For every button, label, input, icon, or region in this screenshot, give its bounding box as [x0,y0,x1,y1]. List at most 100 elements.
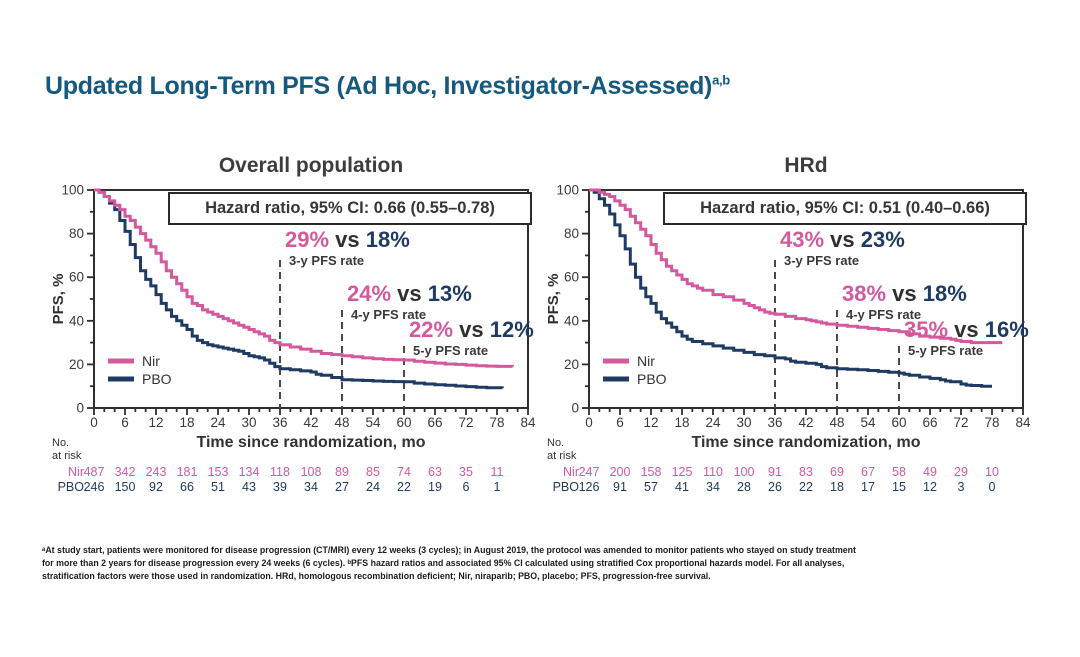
x-tick-label: 84 [520,415,536,430]
hazard-ratio-box: Hazard ratio, 95% CI: 0.51 (0.40–0.66) [663,192,1027,225]
x-tick-label: 36 [272,415,287,430]
at-risk-count: 63 [428,465,442,479]
at-risk-count: 27 [335,480,349,494]
x-tick-label: 42 [798,415,813,430]
pfs-rate-annotation: 35% vs 16% 5-y PFS rate [904,317,1029,359]
chart-title: Overall population [218,154,404,177]
vs-label: vs [886,281,923,306]
pfs-rate-values: 43% vs 23% [780,227,905,252]
at-risk-count: 108 [301,465,322,479]
pfs-rate-values: 22% vs 12% [409,317,534,342]
rate-period-label: 3-y PFS rate [784,253,860,269]
y-tick-label: 20 [69,357,84,372]
y-axis-title: PFS, % [50,274,67,325]
pfs-rate-values: 24% vs 13% [347,281,472,306]
at-risk-count: 34 [304,480,318,494]
at-risk-count: 100 [734,465,755,479]
chart-title: HRd [784,154,828,177]
pbo-rate: 13% [427,281,472,306]
at-risk-count: 91 [768,465,782,479]
at-risk-count: 110 [703,465,723,479]
footnote: ᵃAt study start, patients were monitored… [42,544,1002,584]
pfs-rate-annotation: 22% vs 12% 5-y PFS rate [409,317,534,359]
hazard-ratio-text: Hazard ratio, 95% CI: 0.51 (0.40–0.66) [700,199,990,217]
at-risk-count: 49 [923,465,937,479]
x-tick-label: 18 [674,415,689,430]
at-risk-count: 85 [366,465,380,479]
at-risk-count: 15 [892,480,906,494]
at-risk-header: No. at risk [52,437,82,462]
y-tick-label: 0 [571,401,579,416]
at-risk-count: 67 [861,465,875,479]
at-risk-count: 153 [208,465,229,479]
at-risk-count: 28 [737,480,751,494]
legend: Nir PBO [108,353,172,387]
x-tick-label: 0 [585,415,593,430]
at-risk-row-label: Nir [68,465,84,479]
at-risk-count: 22 [799,480,813,494]
rate-period-label: 3-y PFS rate [289,253,365,269]
at-risk-count: 118 [270,465,290,479]
at-risk-count: 34 [706,480,720,494]
x-tick-label: 30 [241,415,256,430]
x-tick-label: 6 [121,415,129,430]
rate-period-label: 5-y PFS rate [908,343,984,359]
x-tick-label: 60 [396,415,411,430]
page-title-text: Updated Long-Term PFS (Ad Hoc, Investiga… [45,72,713,100]
pfs-rate-values: 35% vs 16% [904,317,1029,342]
km-curve-nir [589,188,1003,345]
at-risk-count: 10 [985,465,999,479]
page-title: Updated Long-Term PFS (Ad Hoc, Investiga… [45,72,730,101]
x-tick-label: 66 [922,415,937,430]
at-risk-count: 243 [146,465,167,479]
pfs-rate-annotation: 38% vs 18% 4-y PFS rate [842,281,967,323]
x-tick-label: 24 [210,415,226,430]
at-risk-count: 12 [923,480,937,494]
km-curve-pbo [94,188,504,390]
km-plot: 0 6 12 18 24 30 36 42 48 54 60 66 72 78 84020406080100… [545,183,1031,495]
y-tick-label: 80 [564,226,579,241]
nir-rate: 29% [285,227,330,252]
at-risk-count: 200 [610,465,631,479]
at-risk-count: 91 [613,480,627,494]
at-risk-table: Nir 247 200 158 125 110 100 91 83 69 67 58 49 29 10 PBO… [553,465,999,494]
rate-period-label: 4-y PFS rate [846,307,922,323]
x-tick-label: 36 [767,415,782,430]
rate-period-label: 5-y PFS rate [413,343,489,359]
at-risk-count: 35 [459,465,473,479]
at-risk-count: 17 [861,480,875,494]
x-tick-label: 12 [643,415,658,430]
y-tick-label: 100 [61,183,84,198]
pfs-rate-annotation: 24% vs 13% 4-y PFS rate [347,281,472,322]
at-risk-count: 39 [273,480,287,494]
y-tick-label: 0 [76,401,84,416]
x-tick-label: 72 [458,415,473,430]
at-risk-count: 89 [335,465,349,479]
at-risk-count: 83 [799,465,813,479]
x-axis: 0 6 12 18 24 30 36 42 48 54 60 66 72 78 84 [585,408,1031,430]
at-risk-count: 29 [954,465,968,479]
legend-label-pbo: PBO [637,371,667,387]
chart-panel-hrd: HRd 0 6 12 18 24 30 36 42 48 54 60 66 72 78 84 0 20 40 60 8… [545,150,1045,502]
at-risk-count: 18 [830,480,844,494]
at-risk-count: 342 [115,465,136,479]
km-curve-pbo [589,188,992,388]
hazard-ratio-text: Hazard ratio, 95% CI: 0.66 (0.55–0.78) [205,199,495,217]
at-risk-row-label: PBO [553,480,580,494]
pfs-rate-annotation: 43% vs 23% 3-y PFS rate [780,227,905,269]
page-title-superscript: a,b [712,72,730,88]
y-axis-title: PFS, % [545,274,562,325]
at-risk-count: 11 [491,465,504,479]
pfs-rate-annotation: 29% vs 18% 3-y PFS rate [285,227,410,269]
at-risk-header: No. at risk [547,437,577,462]
x-tick-label: 84 [1015,415,1031,430]
vs-label: vs [391,281,428,306]
legend-label-pbo: PBO [142,371,172,387]
legend-label-nir: Nir [142,353,160,369]
at-risk-row-label: Nir [563,465,579,479]
nir-rate: 22% [409,317,454,342]
footnote-line: for more than 2 years for disease progre… [42,558,845,569]
km-curve-nir [94,188,514,368]
chart-panel-overall-population: Overall population 0 6 12 18 24 30 36 42 48 54 60 6… [50,150,550,502]
x-tick-label: 48 [829,415,844,430]
